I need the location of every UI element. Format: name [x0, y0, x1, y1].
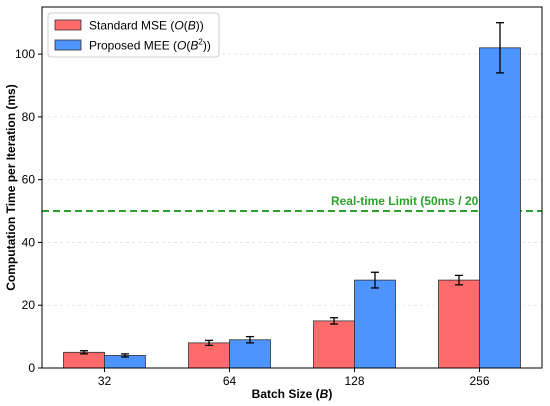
legend-label: Proposed MEE (O(B2)) [89, 38, 211, 53]
x-tick-label: 64 [223, 374, 237, 388]
bar [438, 279, 480, 369]
x-tick-label: 32 [98, 374, 112, 388]
y-tick-label: 40 [22, 235, 36, 249]
legend: Standard MSE (O(B)) Proposed MEE (O(B2)) [47, 12, 220, 58]
legend-label: Standard MSE (O(B)) [89, 19, 204, 33]
y-tick-label: 80 [22, 110, 36, 124]
legend-swatch [54, 19, 82, 31]
legend-box [47, 12, 220, 58]
bar [313, 320, 355, 369]
legend-swatch [54, 39, 82, 51]
error-bars [80, 22, 504, 358]
x-tick-label: 256 [469, 374, 489, 388]
bar [63, 351, 105, 369]
y-tick-label: 100 [15, 47, 35, 61]
bar [354, 279, 396, 369]
bars [63, 47, 521, 369]
y-axis-title: Computation Time per Iteration (ms) [4, 84, 18, 290]
y-tick-label: 60 [22, 173, 36, 187]
plot-frame [41, 6, 543, 369]
bar [229, 339, 271, 369]
bar [188, 342, 230, 369]
reference-line-group: Real-time Limit (50ms / 20Hz) [42, 194, 542, 213]
bar [479, 47, 521, 369]
x-tick-label: 128 [344, 374, 364, 388]
y-axis-ticks: 0 20 40 60 80 100 [15, 47, 42, 375]
y-tick-label: 20 [22, 298, 36, 312]
y-tick-label: 0 [28, 361, 35, 375]
x-axis-ticks: 32 64 128 256 [98, 368, 490, 388]
x-axis-title: Batch Size (B) [252, 387, 333, 401]
reference-line-label: Real-time Limit (50ms / 20Hz) [331, 194, 497, 208]
